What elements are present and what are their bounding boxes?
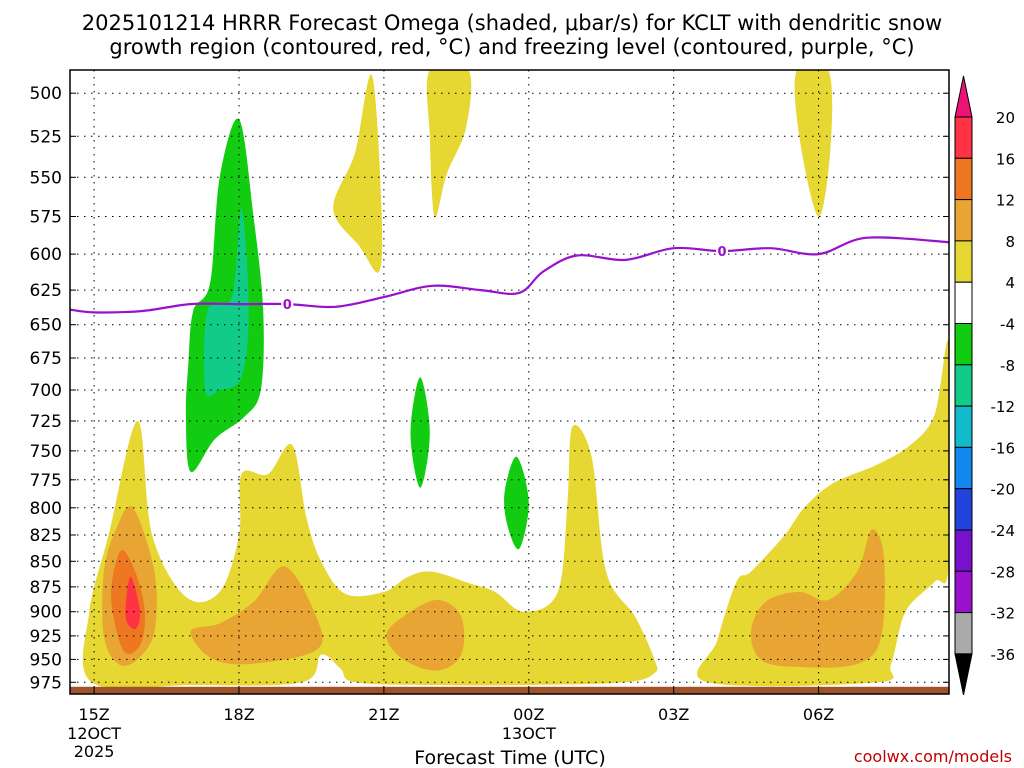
omega-region-7: [386, 599, 465, 671]
colorbar-label: -20: [991, 481, 1016, 499]
omega-shading: [82, 70, 949, 689]
freezing-level-contour: 00: [70, 236, 949, 314]
x-tick-label: 06Z: [803, 705, 834, 724]
x-axis-title: Forecast Time (UTC): [414, 747, 605, 768]
y-tick-label: 500: [30, 84, 62, 104]
colorbar-label: -36: [991, 646, 1016, 664]
chart-title-line1: 2025101214 HRRR Forecast Omega (shaded, …: [82, 11, 942, 35]
y-tick-label: 950: [30, 650, 62, 670]
colorbar: 20 16 12 8 4 -4 -8 -12 -16 -20 -24 -28 -32 -36: [954, 75, 1016, 696]
colorbar-swatch: [954, 323, 973, 366]
y-tick-label: 750: [30, 442, 62, 462]
colorbar-label: 8: [1005, 233, 1015, 251]
colorbar-swatch: [954, 157, 973, 201]
colorbar-swatch: [954, 446, 973, 490]
y-tick-label: 650: [30, 316, 62, 336]
colorbar-label: -12: [991, 398, 1016, 416]
x-tick-label: 13OCT: [502, 724, 556, 743]
freezing-level-label: 0: [717, 245, 726, 260]
y-axis: 500 525 550 575 600 625 650 675 700 725 750 775 800 8…: [30, 84, 949, 693]
colorbar-swatch: [954, 364, 973, 407]
colorbar-swatch: [954, 240, 973, 283]
colorbar-swatch: [954, 281, 973, 325]
omega-region-14: [203, 208, 249, 397]
y-tick-label: 850: [30, 552, 62, 572]
y-tick-label: 975: [30, 673, 62, 693]
ground-surface: [70, 686, 949, 694]
freezing-level-label: 0: [283, 298, 292, 313]
x-tick-label: 2025: [74, 742, 115, 761]
colorbar-bottom-arrow: [954, 653, 973, 696]
colorbar-label: 16: [996, 150, 1015, 168]
colorbar-label: -28: [991, 563, 1016, 581]
omega-region-4: [697, 340, 949, 687]
chart-title-line2: growth region (contoured, red, °C) and f…: [109, 35, 914, 59]
omega-region-11: [185, 118, 264, 473]
y-tick-label: 925: [30, 627, 62, 647]
colorbar-swatch: [954, 488, 973, 531]
omega-region-1: [333, 74, 383, 273]
freezing-label-bg: [281, 296, 294, 313]
omega-region-2: [426, 70, 472, 218]
colorbar-swatch: [954, 612, 973, 655]
colorbar-label: -24: [991, 522, 1016, 540]
colorbar-label: 4: [1005, 274, 1015, 292]
omega-region-6: [190, 566, 323, 665]
y-tick-label: 775: [30, 471, 62, 491]
freezing-label-bg: [716, 243, 728, 260]
omega-region-8: [750, 529, 885, 668]
ground-layer: [70, 686, 949, 694]
y-tick-label: 700: [30, 381, 62, 401]
omega-region-3: [794, 70, 833, 217]
credit-text: coolwx.com/models: [854, 747, 1012, 766]
x-tick-label: 21Z: [368, 705, 399, 724]
colorbar-label: -8: [1000, 357, 1015, 375]
x-tick-label: 12OCT: [67, 724, 121, 743]
y-tick-label: 875: [30, 578, 62, 598]
y-tick-label: 675: [30, 349, 62, 369]
colorbar-swatch: [954, 570, 973, 614]
colorbar-label: -4: [1000, 316, 1015, 334]
colorbar-swatch: [954, 405, 973, 448]
y-tick-label: 600: [30, 245, 62, 265]
colorbar-label: -32: [991, 605, 1016, 623]
y-tick-label: 575: [30, 208, 62, 228]
x-tick-label: 00Z: [513, 705, 544, 724]
plot-frame: [69, 69, 950, 695]
y-tick-label: 625: [30, 281, 62, 301]
y-tick-label: 800: [30, 499, 62, 519]
y-tick-label: 525: [30, 127, 62, 147]
omega-region-0: [82, 421, 658, 689]
y-tick-label: 550: [30, 168, 62, 188]
y-tick-label: 825: [30, 526, 62, 546]
omega-region-12: [410, 377, 430, 488]
x-tick-label: 03Z: [658, 705, 689, 724]
y-tick-label: 725: [30, 412, 62, 432]
colorbar-label: 12: [996, 192, 1015, 210]
x-tick-label: 18Z: [223, 705, 254, 724]
y-tick-label: 900: [30, 603, 62, 623]
colorbar-swatch: [954, 529, 973, 572]
x-tick-label: 15Z: [78, 705, 109, 724]
colorbar-label: -16: [991, 439, 1016, 457]
omega-region-10: [125, 576, 141, 630]
colorbar-swatch: [954, 116, 973, 159]
freezing-level-line: [70, 236, 949, 314]
colorbar-top-arrow: [954, 75, 973, 118]
colorbar-label: 20: [996, 109, 1015, 127]
colorbar-swatch: [954, 199, 973, 242]
omega-region-13: [504, 456, 529, 550]
